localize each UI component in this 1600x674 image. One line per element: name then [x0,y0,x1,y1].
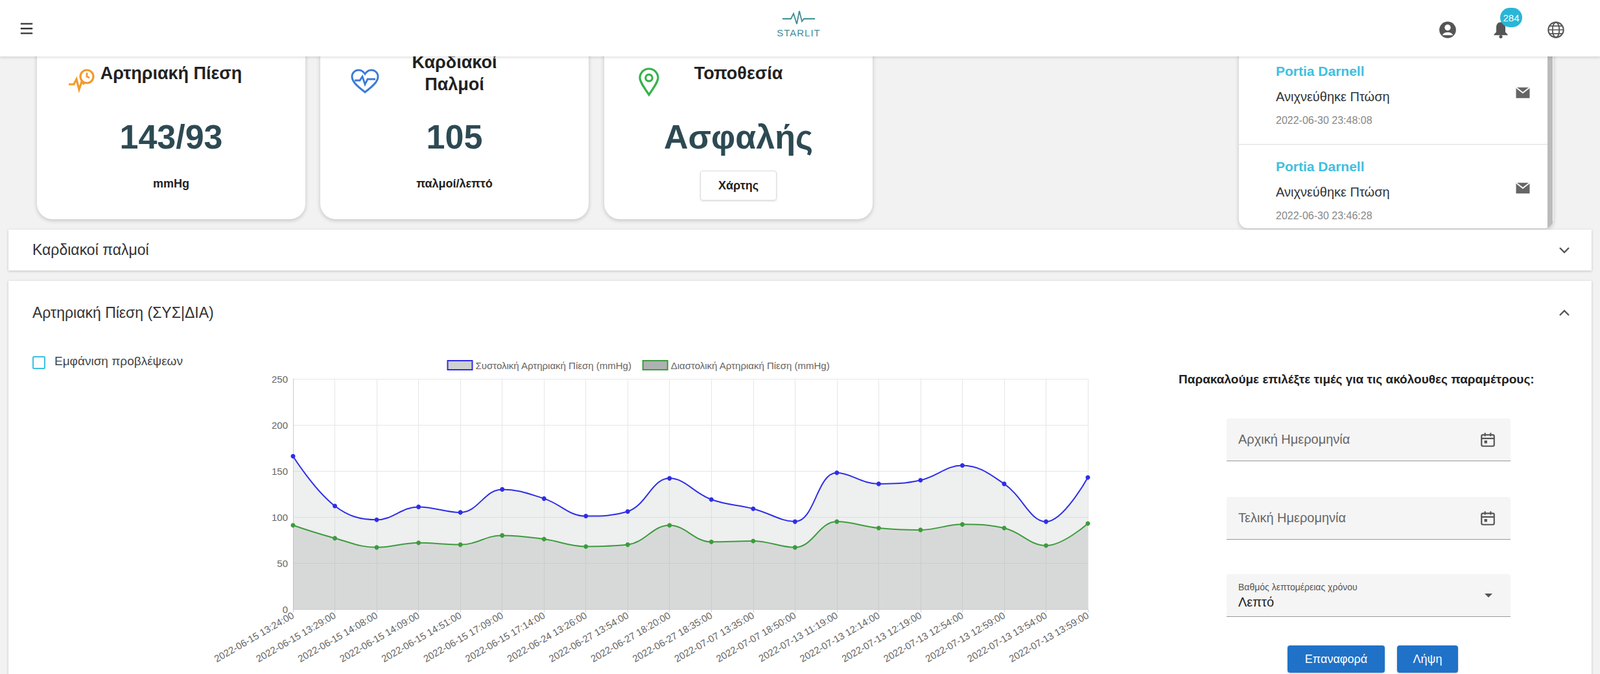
html-text:Καρδιακοί Παλμοί: Καρδιακοί Παλμοί [412,52,497,95]
svg-text:Διαστολική Αρτηριακή Πίεση (mm: Διαστολική Αρτηριακή Πίεση (mmHg) [670,359,830,371]
html-text:Portia Darnell: Portia Darnell [1275,63,1365,79]
html-text:παλμοί/λεπτό: παλμοί/λεπτό [416,176,493,190]
html-text:2022-06-30 23:48:08: 2022-06-30 23:48:08 [1275,114,1373,126]
svg-text:200: 200 [271,419,288,431]
html-text:Αρτηριακή Πίεση: Αρτηριακή Πίεση [100,63,243,83]
html-text:STARLIT: STARLIT [776,27,821,39]
html-text:mmHg: mmHg [152,176,190,190]
html-text:Παρακαλούμε επιλέξτε τιμές για: Παρακαλούμε επιλέξτε τιμές για τις ακόλο… [1178,372,1535,386]
svg-text:2022-07-13 12:19:00: 2022-07-13 12:19:00 [839,609,924,664]
html-text:143/93: 143/93 [119,117,223,156]
html-text:Βαθμός λεπτομέρειας χρόνου: Βαθμός λεπτομέρειας χρόνου [1238,581,1358,592]
svg-text:2022-06-15 14:51:00: 2022-06-15 14:51:00 [379,609,463,664]
html-text:Αρχική Ημερομηνία: Αρχική Ημερομηνία [1238,431,1351,447]
svg-text:2022-06-15 17:14:00: 2022-06-15 17:14:00 [462,609,547,664]
svg-text:2022-07-07 18:50:00: 2022-07-07 18:50:00 [714,609,799,664]
svg-text:2022-07-13 12:14:00: 2022-07-13 12:14:00 [798,609,882,664]
svg-text:Συστολική Αρτηριακή Πίεση (mmH: Συστολική Αρτηριακή Πίεση (mmHg) [475,359,631,371]
html-text:Ανιχνεύθηκε Πτώση: Ανιχνεύθηκε Πτώση [1275,89,1390,104]
html-text:105: 105 [426,117,483,156]
html-text:Επαναφορά: Επαναφορά [1304,651,1368,665]
html-text:Τελική Ημερομηνία: Τελική Ημερομηνία [1238,510,1346,525]
html-text:Καρδιακοί παλμοί: Καρδιακοί παλμοί [32,241,149,259]
html-text:Λήψη: Λήψη [1412,651,1443,665]
html-text:284: 284 [1503,11,1520,24]
svg-text:2022-06-15 14:09:00: 2022-06-15 14:09:00 [337,609,422,664]
svg-text:2022-07-07 13:35:00: 2022-07-07 13:35:00 [672,609,756,664]
svg-text:2022-06-27 13:54:00: 2022-06-27 13:54:00 [546,609,631,664]
svg-text:250: 250 [271,373,288,385]
html-text:Portia Darnell: Portia Darnell [1275,158,1365,174]
html-text:Ανιχνεύθηκε Πτώση: Ανιχνεύθηκε Πτώση [1275,184,1390,200]
svg-text:2022-06-15 13:24:00: 2022-06-15 13:24:00 [211,609,296,664]
html-text:Χάρτης: Χάρτης [718,178,759,192]
svg-text:150: 150 [271,465,288,477]
html-text:Ασφαλής: Ασφαλής [663,117,813,156]
svg-text:2022-07-13 13:59:00: 2022-07-13 13:59:00 [1006,609,1091,664]
html-text:Τοποθεσία: Τοποθεσία [694,63,783,83]
svg-text:2022-06-15 17:09:00: 2022-06-15 17:09:00 [421,609,506,664]
html-text:Λεπτό: Λεπτό [1238,594,1274,609]
svg-text:2022-06-24 13:26:00: 2022-06-24 13:26:00 [505,609,589,664]
svg-text:2022-07-13 12:54:00: 2022-07-13 12:54:00 [881,609,966,664]
svg-text:100: 100 [271,511,288,523]
svg-text:2022-06-27 18:20:00: 2022-06-27 18:20:00 [588,609,673,664]
html-text:Αρτηριακή Πίεση (ΣΥΣ|ΔΙΑ): Αρτηριακή Πίεση (ΣΥΣ|ΔΙΑ) [32,304,214,321]
svg-text:2022-06-15 13:29:00: 2022-06-15 13:29:00 [254,609,338,664]
svg-text:2022-07-13 12:59:00: 2022-07-13 12:59:00 [923,609,1007,664]
svg-text:50: 50 [276,557,288,569]
html-text:2022-06-30 23:46:28: 2022-06-30 23:46:28 [1275,210,1373,222]
svg-text:2022-07-13 11:19:00: 2022-07-13 11:19:00 [756,609,840,664]
svg-text:2022-07-13 13:54:00: 2022-07-13 13:54:00 [965,609,1049,664]
html-text:Εμφάνιση προβλέψεων: Εμφάνιση προβλέψεων [54,353,183,368]
svg-text:2022-06-15 14:08:00: 2022-06-15 14:08:00 [295,609,380,664]
svg-text:2022-06-27 18:35:00: 2022-06-27 18:35:00 [630,609,715,664]
